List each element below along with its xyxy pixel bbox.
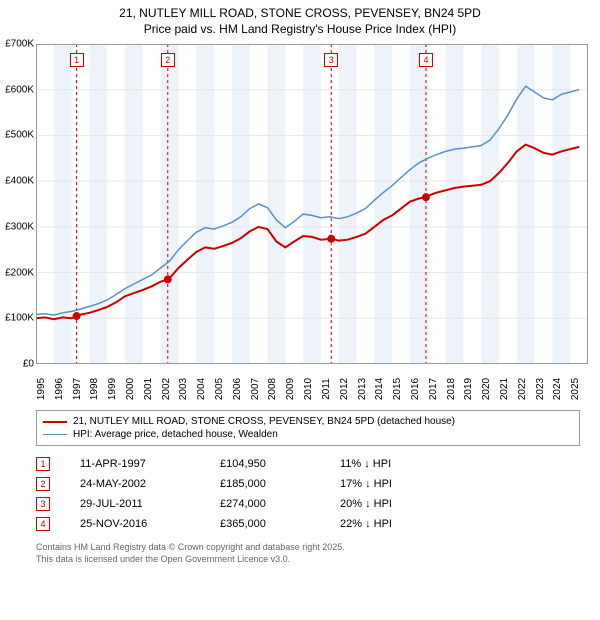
x-axis-label: 2025 xyxy=(570,378,581,400)
sale-date: 29-JUL-2011 xyxy=(80,498,220,510)
legend-label: 21, NUTLEY MILL ROAD, STONE CROSS, PEVEN… xyxy=(73,416,455,427)
x-axis-label: 2007 xyxy=(250,378,261,400)
sales-row: 2 24-MAY-2002£185,00017% ↓ HPI xyxy=(36,474,580,494)
footer-line-1: Contains HM Land Registry data © Crown c… xyxy=(36,542,580,554)
sale-diff: 11% ↓ HPI xyxy=(340,458,460,470)
plot-region: £0£100K£200K£300K£400K£500K£600K£700K 19… xyxy=(36,44,588,364)
footer-line-2: This data is licensed under the Open Gov… xyxy=(36,554,580,566)
x-axis-label: 2021 xyxy=(499,378,510,400)
y-axis-label: £100K xyxy=(0,313,34,324)
chart-container: 21, NUTLEY MILL ROAD, STONE CROSS, PEVEN… xyxy=(0,0,600,565)
legend: 21, NUTLEY MILL ROAD, STONE CROSS, PEVEN… xyxy=(36,410,580,446)
x-axis-label: 2016 xyxy=(410,378,421,400)
x-axis-label: 1996 xyxy=(54,378,65,400)
footer-attribution: Contains HM Land Registry data © Crown c… xyxy=(36,542,580,565)
marker-box-icon: 3 xyxy=(36,497,50,511)
x-axis-label: 2024 xyxy=(552,378,563,400)
sale-marker-1: 1 xyxy=(70,50,84,68)
x-axis-label: 2004 xyxy=(196,378,207,400)
legend-row: 21, NUTLEY MILL ROAD, STONE CROSS, PEVEN… xyxy=(43,415,573,428)
marker-box-icon: 1 xyxy=(36,457,50,471)
chart-title: 21, NUTLEY MILL ROAD, STONE CROSS, PEVEN… xyxy=(0,0,600,22)
x-axis-label: 2018 xyxy=(446,378,457,400)
x-axis-label: 2005 xyxy=(214,378,225,400)
x-axis-label: 2014 xyxy=(374,378,385,400)
sales-table: 1 11-APR-1997£104,95011% ↓ HPI 2 24-MAY-200… xyxy=(36,454,580,534)
sale-marker-3: 3 xyxy=(324,50,338,68)
x-axis-label: 2002 xyxy=(161,378,172,400)
sale-diff: 22% ↓ HPI xyxy=(340,518,460,530)
x-axis-label: 2022 xyxy=(517,378,528,400)
x-axis-label: 2000 xyxy=(125,378,136,400)
chart-svg xyxy=(36,44,588,364)
y-axis-label: £300K xyxy=(0,221,34,232)
y-axis-label: £0 xyxy=(0,359,34,370)
x-axis-label: 2019 xyxy=(463,378,474,400)
x-axis-label: 1997 xyxy=(72,378,83,400)
legend-swatch-icon xyxy=(43,421,67,423)
chart-area: £0£100K£200K£300K£400K£500K£600K£700K 19… xyxy=(0,44,592,404)
x-axis-label: 1998 xyxy=(89,378,100,400)
y-axis-label: £500K xyxy=(0,130,34,141)
x-axis-label: 2013 xyxy=(357,378,368,400)
x-axis-label: 2010 xyxy=(303,378,314,400)
y-axis-label: £700K xyxy=(0,39,34,50)
sale-marker-4: 4 xyxy=(419,50,433,68)
marker-box-icon: 1 xyxy=(70,53,84,67)
x-axis-label: 2023 xyxy=(535,378,546,400)
x-axis-label: 2011 xyxy=(321,378,332,400)
y-axis-label: £400K xyxy=(0,176,34,187)
x-axis-label: 1999 xyxy=(107,378,118,400)
x-axis-label: 2001 xyxy=(143,378,154,400)
x-axis-label: 2020 xyxy=(481,378,492,400)
sales-row: 3 29-JUL-2011£274,00020% ↓ HPI xyxy=(36,494,580,514)
y-axis-label: £600K xyxy=(0,84,34,95)
x-axis-label: 2003 xyxy=(178,378,189,400)
legend-swatch-icon xyxy=(43,434,67,436)
x-axis-label: 1995 xyxy=(36,378,47,400)
sale-marker-2: 2 xyxy=(161,50,175,68)
sale-date: 24-MAY-2002 xyxy=(80,478,220,490)
legend-row: HPI: Average price, detached house, Weal… xyxy=(43,428,573,441)
marker-box-icon: 4 xyxy=(419,53,433,67)
sale-price: £185,000 xyxy=(220,478,340,490)
x-axis-label: 2015 xyxy=(392,378,403,400)
sale-price: £104,950 xyxy=(220,458,340,470)
sales-row: 1 11-APR-1997£104,95011% ↓ HPI xyxy=(36,454,580,474)
x-axis-label: 2009 xyxy=(285,378,296,400)
y-axis-label: £200K xyxy=(0,267,34,278)
chart-subtitle: Price paid vs. HM Land Registry's House … xyxy=(0,22,600,44)
marker-box-icon: 2 xyxy=(161,53,175,67)
marker-box-icon: 3 xyxy=(324,53,338,67)
sale-price: £274,000 xyxy=(220,498,340,510)
sale-price: £365,000 xyxy=(220,518,340,530)
marker-box-icon: 4 xyxy=(36,517,50,531)
sale-diff: 20% ↓ HPI xyxy=(340,498,460,510)
sale-diff: 17% ↓ HPI xyxy=(340,478,460,490)
x-axis-label: 2008 xyxy=(267,378,278,400)
x-axis-label: 2006 xyxy=(232,378,243,400)
legend-label: HPI: Average price, detached house, Weal… xyxy=(73,429,278,440)
x-axis-label: 2012 xyxy=(339,378,350,400)
x-axis-label: 2017 xyxy=(428,378,439,400)
sales-row: 4 25-NOV-2016£365,00022% ↓ HPI xyxy=(36,514,580,534)
marker-box-icon: 2 xyxy=(36,477,50,491)
sale-date: 25-NOV-2016 xyxy=(80,518,220,530)
sale-date: 11-APR-1997 xyxy=(80,458,220,470)
